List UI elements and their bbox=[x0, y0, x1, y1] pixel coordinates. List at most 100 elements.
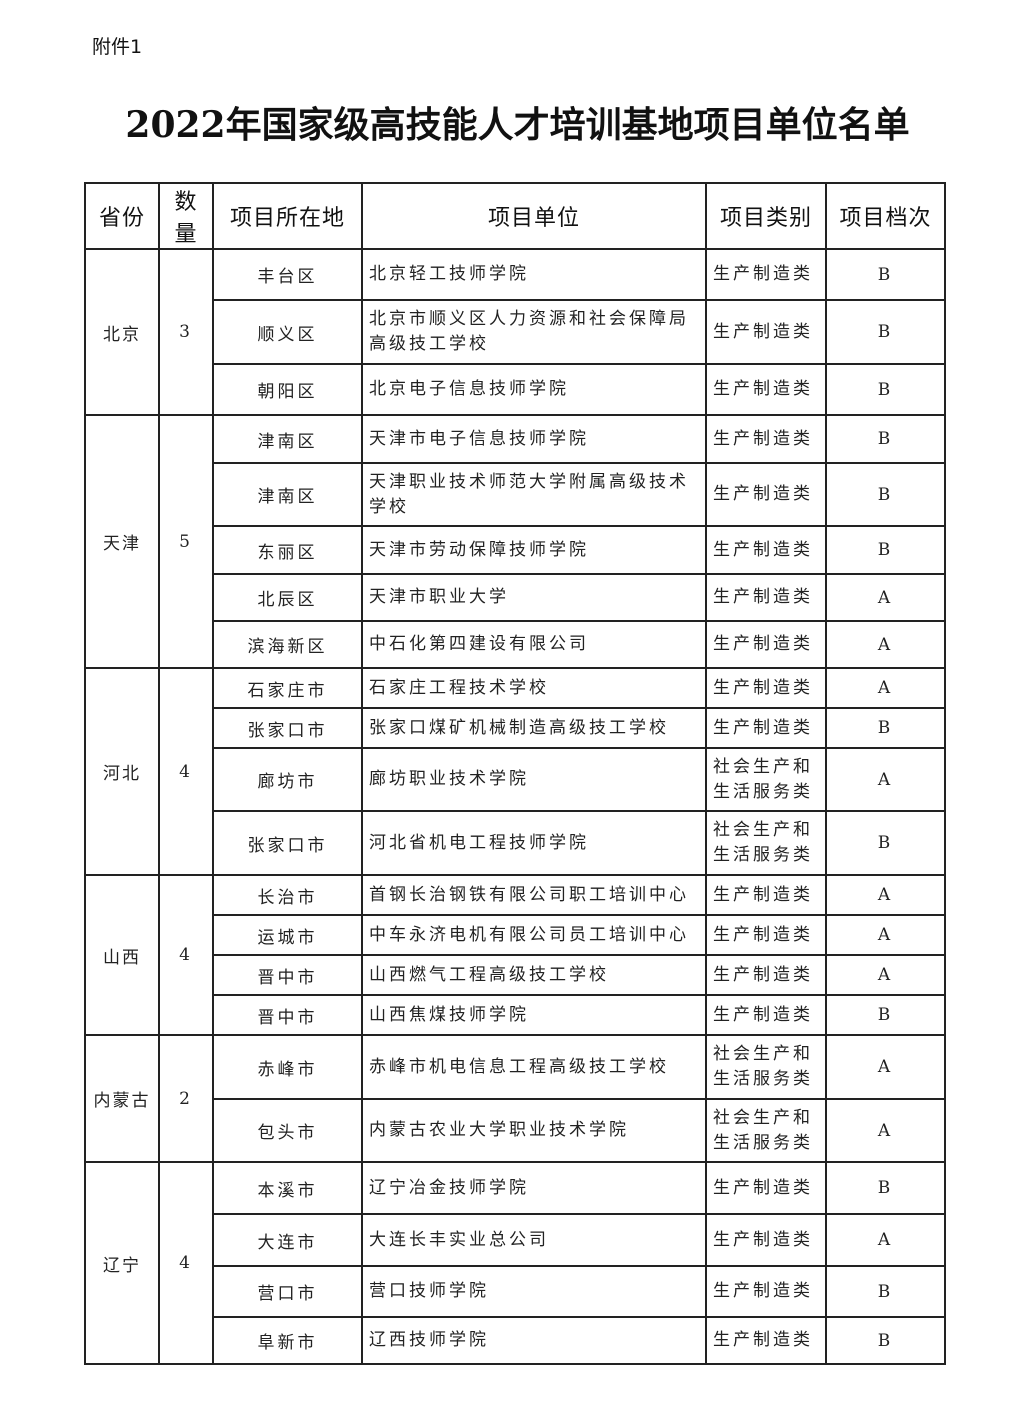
table-row: 廊坊市 廊坊职业技术学院 社会生产和生活服务类 A bbox=[85, 747, 946, 812]
unit-cell: 廊坊职业技术学院 bbox=[361, 747, 707, 812]
grade-cell: B bbox=[825, 994, 946, 1036]
location-cell: 赤峰市 bbox=[212, 1034, 363, 1100]
grade-cell: A bbox=[825, 1213, 946, 1267]
category-cell: 社会生产和生活服务类 bbox=[705, 1098, 827, 1163]
grade-cell: B bbox=[825, 707, 946, 749]
category-cell: 生产制造类 bbox=[705, 994, 827, 1036]
unit-cell: 山西焦煤技师学院 bbox=[361, 994, 707, 1036]
location-cell: 晋中市 bbox=[212, 994, 363, 1036]
table-row: 山西 4 长治市 首钢长治钢铁有限公司职工培训中心 生产制造类 A bbox=[84, 874, 946, 1036]
category-cell: 生产制造类 bbox=[705, 667, 827, 709]
header-grade: 项目档次 bbox=[825, 182, 946, 250]
category-cell: 社会生产和生活服务类 bbox=[705, 810, 827, 876]
count-cell: 4 bbox=[158, 1161, 214, 1365]
header-count: 数量 bbox=[158, 182, 214, 250]
location-cell: 廊坊市 bbox=[212, 747, 363, 812]
location-cell: 津南区 bbox=[212, 414, 363, 464]
province-cell: 辽宁 bbox=[84, 1161, 160, 1365]
count-cell: 3 bbox=[158, 248, 214, 416]
category-cell: 生产制造类 bbox=[705, 1265, 827, 1318]
category-cell: 生产制造类 bbox=[705, 573, 827, 622]
category-cell: 社会生产和生活服务类 bbox=[705, 1034, 827, 1100]
category-cell: 生产制造类 bbox=[705, 299, 827, 365]
table-row: 包头市 内蒙古农业大学职业技术学院 社会生产和生活服务类 A bbox=[85, 1098, 946, 1163]
grade-cell: B bbox=[825, 525, 946, 575]
location-cell: 朝阳区 bbox=[212, 363, 363, 416]
unit-cell: 山西燃气工程高级技工学校 bbox=[361, 954, 707, 996]
table-row: 顺义区 北京市顺义区人力资源和社会保障局高级技工学校 生产制造类 B bbox=[85, 299, 946, 365]
grade-cell: B bbox=[825, 248, 946, 301]
location-cell: 北辰区 bbox=[212, 573, 363, 622]
table-row: 北辰区 天津市职业大学 生产制造类 A bbox=[85, 573, 946, 622]
location-cell: 张家口市 bbox=[212, 810, 363, 876]
grade-cell: B bbox=[825, 363, 946, 416]
province-cell: 天津 bbox=[84, 414, 160, 669]
count-cell: 2 bbox=[158, 1034, 214, 1163]
grade-cell: A bbox=[825, 620, 946, 669]
grade-cell: B bbox=[825, 1161, 946, 1215]
grade-cell: A bbox=[825, 1034, 946, 1100]
province-cell: 内蒙古 bbox=[84, 1034, 160, 1163]
page-title: 2022年国家级高技能人才培训基地项目单位名单 bbox=[125, 104, 910, 146]
location-cell: 张家口市 bbox=[212, 707, 363, 749]
category-cell: 生产制造类 bbox=[705, 707, 827, 749]
unit-cell: 天津市电子信息技师学院 bbox=[361, 414, 707, 464]
table-row: 阜新市 辽西技师学院 生产制造类 B bbox=[85, 1316, 946, 1365]
location-cell: 丰台区 bbox=[212, 248, 363, 301]
category-cell: 生产制造类 bbox=[705, 914, 827, 956]
location-cell: 滨海新区 bbox=[212, 620, 363, 669]
unit-cell: 天津市劳动保障技师学院 bbox=[361, 525, 707, 575]
category-cell: 社会生产和生活服务类 bbox=[705, 747, 827, 812]
unit-cell: 辽西技师学院 bbox=[361, 1316, 707, 1365]
unit-cell: 辽宁冶金技师学院 bbox=[361, 1161, 707, 1215]
table-row: 滨海新区 中石化第四建设有限公司 生产制造类 A bbox=[85, 620, 946, 669]
province-cell: 河北 bbox=[84, 667, 160, 876]
unit-cell: 大连长丰实业总公司 bbox=[361, 1213, 707, 1267]
table-header-row: 省份 数量 项目所在地 项目单位 项目类别 项目档次 bbox=[84, 182, 946, 250]
grade-cell: B bbox=[825, 462, 946, 527]
location-cell: 包头市 bbox=[212, 1098, 363, 1163]
grade-cell: B bbox=[825, 810, 946, 876]
header-unit: 项目单位 bbox=[361, 182, 707, 250]
header-province: 省份 bbox=[84, 182, 160, 250]
table-row: 运城市 中车永济电机有限公司员工培训中心 生产制造类 A bbox=[85, 914, 946, 956]
category-cell: 生产制造类 bbox=[705, 1213, 827, 1267]
category-cell: 生产制造类 bbox=[705, 462, 827, 527]
location-cell: 大连市 bbox=[212, 1213, 363, 1267]
table-row: 天津 5 津南区 天津市电子信息技师学院 生产制造类 B bbox=[84, 414, 946, 669]
unit-cell: 河北省机电工程技师学院 bbox=[361, 810, 707, 876]
unit-cell: 北京轻工技师学院 bbox=[361, 248, 707, 301]
location-cell: 晋中市 bbox=[212, 954, 363, 996]
table-row: 晋中市 山西燃气工程高级技工学校 生产制造类 A bbox=[85, 954, 946, 996]
grade-cell: B bbox=[825, 1316, 946, 1365]
count-cell: 4 bbox=[158, 874, 214, 1036]
table-row: 张家口市 河北省机电工程技师学院 社会生产和生活服务类 B bbox=[85, 810, 946, 876]
category-cell: 生产制造类 bbox=[705, 414, 827, 464]
table-row: 津南区 天津职业技术师范大学附属高级技术学校 生产制造类 B bbox=[85, 462, 946, 527]
unit-cell: 天津职业技术师范大学附属高级技术学校 bbox=[361, 462, 707, 527]
grade-cell: B bbox=[825, 299, 946, 365]
location-cell: 阜新市 bbox=[212, 1316, 363, 1365]
unit-cell: 天津市职业大学 bbox=[361, 573, 707, 622]
category-cell: 生产制造类 bbox=[705, 620, 827, 669]
unit-cell: 北京电子信息技师学院 bbox=[361, 363, 707, 416]
header-location: 项目所在地 bbox=[212, 182, 363, 250]
attachment-label: 附件1 bbox=[92, 36, 143, 58]
table-row: 内蒙古 2 赤峰市 赤峰市机电信息工程高级技工学校 社会生产和生活服务类 A bbox=[84, 1034, 946, 1163]
table-row: 河北 4 石家庄市 石家庄工程技术学校 生产制造类 A bbox=[84, 667, 946, 876]
category-cell: 生产制造类 bbox=[705, 1161, 827, 1215]
category-cell: 生产制造类 bbox=[705, 525, 827, 575]
category-cell: 生产制造类 bbox=[705, 954, 827, 996]
grade-cell: A bbox=[825, 874, 946, 916]
category-cell: 生产制造类 bbox=[705, 874, 827, 916]
table-row: 东丽区 天津市劳动保障技师学院 生产制造类 B bbox=[85, 525, 946, 575]
table-row: 晋中市 山西焦煤技师学院 生产制造类 B bbox=[85, 994, 946, 1036]
unit-cell: 营口技师学院 bbox=[361, 1265, 707, 1318]
table-row: 朝阳区 北京电子信息技师学院 生产制造类 B bbox=[85, 363, 946, 416]
location-cell: 营口市 bbox=[212, 1265, 363, 1318]
location-cell: 本溪市 bbox=[212, 1161, 363, 1215]
location-cell: 长治市 bbox=[212, 874, 363, 916]
table-row: 北京 3 丰台区 北京轻工技师学院 生产制造类 B bbox=[84, 248, 946, 416]
category-cell: 生产制造类 bbox=[705, 1316, 827, 1365]
location-cell: 石家庄市 bbox=[212, 667, 363, 709]
